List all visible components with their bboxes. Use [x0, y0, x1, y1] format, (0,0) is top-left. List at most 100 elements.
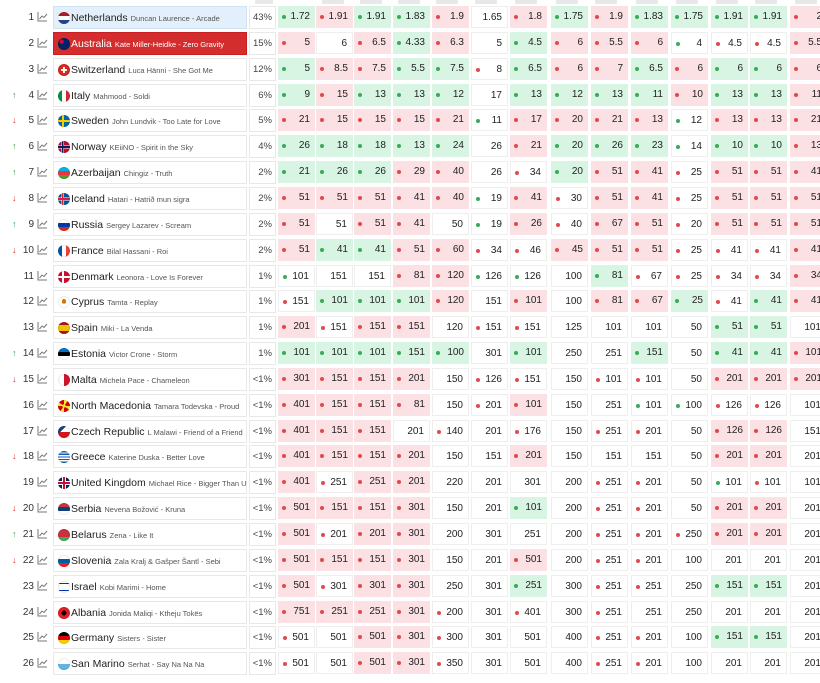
odds-cell[interactable]: 51: [631, 238, 668, 261]
odds-cell[interactable]: 301: [393, 523, 430, 545]
odds-cell[interactable]: 251: [316, 600, 353, 623]
odds-cell[interactable]: 12: [671, 109, 708, 132]
odds-cell[interactable]: 201: [471, 393, 508, 416]
table-row[interactable]: ↓ 10 France Bilal Hassani - Roi 2% 51 41 41 51 60…: [0, 238, 820, 262]
odds-cell[interactable]: 301: [393, 652, 430, 675]
odds-cell[interactable]: 100: [432, 342, 469, 365]
odds-cell[interactable]: 51: [354, 212, 391, 235]
odds-cell[interactable]: 251: [591, 574, 628, 597]
odds-cell[interactable]: 151: [354, 393, 391, 416]
odds-cell[interactable]: 7.5: [354, 57, 391, 80]
odds-cell[interactable]: 26: [278, 135, 315, 158]
country-cell[interactable]: Australia Kate Miller-Heidke - Zero Gravi…: [53, 31, 247, 55]
odds-cell[interactable]: 21: [510, 135, 547, 158]
odds-cell[interactable]: 13: [631, 109, 668, 132]
odds-cell[interactable]: 201: [631, 471, 668, 494]
table-row[interactable]: 13 Spain Miki - La Venda 1% 201 151 151 151 120 1…: [0, 316, 820, 340]
odds-cell[interactable]: 151: [471, 445, 508, 468]
odds-cell[interactable]: 6: [551, 57, 588, 80]
odds-cell[interactable]: 81: [591, 264, 628, 287]
odds-cell[interactable]: 8.5: [316, 57, 353, 80]
odds-cell[interactable]: 201: [790, 574, 820, 597]
odds-cell[interactable]: 151: [316, 497, 353, 520]
odds-cell[interactable]: 151: [316, 548, 353, 571]
odds-cell[interactable]: 251: [591, 342, 628, 365]
odds-cell[interactable]: 100: [551, 290, 588, 313]
odds-cell[interactable]: 501: [316, 626, 353, 649]
odds-cell[interactable]: 51: [591, 238, 628, 261]
odds-cell[interactable]: 151: [354, 367, 391, 390]
odds-cell[interactable]: 350: [432, 652, 469, 675]
odds-cell[interactable]: 150: [432, 497, 469, 520]
odds-cell[interactable]: 301: [510, 471, 547, 494]
odds-cell[interactable]: 251: [591, 600, 628, 623]
odds-cell[interactable]: 126: [711, 419, 748, 442]
odds-cell[interactable]: 101: [278, 342, 315, 365]
odds-cell[interactable]: 301: [471, 523, 508, 545]
odds-cell[interactable]: 15: [393, 109, 430, 132]
odds-cell[interactable]: 251: [354, 600, 391, 623]
odds-cell[interactable]: 50: [671, 367, 708, 390]
chart-icon[interactable]: [37, 37, 48, 48]
odds-cell[interactable]: 26: [354, 161, 391, 184]
country-cell[interactable]: Greece Katerine Duska - Better Love: [53, 445, 247, 469]
chart-icon[interactable]: [37, 399, 48, 410]
odds-cell[interactable]: 125: [551, 316, 588, 339]
odds-cell[interactable]: 26: [471, 161, 508, 184]
odds-cell[interactable]: 126: [471, 367, 508, 390]
odds-cell[interactable]: 34: [711, 264, 748, 287]
odds-cell[interactable]: 201: [631, 523, 668, 545]
table-row[interactable]: ↑ 21 Belarus Zena - Like It <1% 501 201 201 301 2…: [0, 523, 820, 546]
odds-cell[interactable]: 26: [316, 161, 353, 184]
odds-cell[interactable]: 201: [711, 548, 748, 571]
chart-icon[interactable]: [37, 321, 48, 332]
odds-cell[interactable]: 50: [671, 471, 708, 494]
odds-cell[interactable]: 46: [510, 238, 547, 261]
odds-cell[interactable]: 6.5: [354, 31, 391, 54]
odds-cell[interactable]: 201: [471, 419, 508, 442]
country-cell[interactable]: Iceland Hatari - Hatrið mun sigra: [53, 186, 247, 210]
odds-cell[interactable]: 501: [510, 652, 547, 675]
odds-cell[interactable]: 501: [354, 626, 391, 649]
odds-cell[interactable]: 6: [316, 31, 353, 54]
odds-cell[interactable]: 6: [711, 57, 748, 80]
odds-cell[interactable]: 201: [510, 445, 547, 468]
odds-cell[interactable]: 34: [471, 238, 508, 261]
odds-cell[interactable]: 151: [591, 445, 628, 468]
odds-cell[interactable]: 301: [316, 574, 353, 597]
table-row[interactable]: 16 North Macedonia Tamara Todevska - Proud…: [0, 393, 820, 417]
odds-cell[interactable]: 51: [790, 212, 820, 235]
odds-cell[interactable]: 201: [631, 497, 668, 520]
odds-cell[interactable]: 21: [278, 161, 315, 184]
odds-cell[interactable]: 15: [354, 109, 391, 132]
odds-cell[interactable]: 51: [278, 238, 315, 261]
chart-icon[interactable]: [37, 218, 48, 229]
odds-cell[interactable]: 6.5: [631, 57, 668, 80]
odds-cell[interactable]: 41: [790, 238, 820, 261]
odds-cell[interactable]: 9: [278, 83, 315, 106]
chart-icon[interactable]: [37, 63, 48, 74]
country-cell[interactable]: Azerbaijan Chingiz - Truth: [53, 161, 247, 185]
odds-cell[interactable]: 18: [316, 135, 353, 158]
odds-cell[interactable]: 101: [591, 316, 628, 339]
country-cell[interactable]: Slovenia Zala Kralj & Gašper Šantl - Sebi: [53, 548, 247, 572]
odds-cell[interactable]: 201: [393, 445, 430, 468]
odds-cell[interactable]: 5: [278, 31, 315, 54]
odds-cell[interactable]: 251: [591, 523, 628, 545]
chart-icon[interactable]: [37, 476, 48, 487]
odds-cell[interactable]: 301: [393, 574, 430, 597]
odds-cell[interactable]: 51: [316, 212, 353, 235]
chart-icon[interactable]: [37, 347, 48, 358]
odds-cell[interactable]: 200: [551, 497, 588, 520]
odds-cell[interactable]: 24: [432, 135, 469, 158]
odds-cell[interactable]: 50: [671, 445, 708, 468]
odds-cell[interactable]: 41: [750, 342, 787, 365]
country-cell[interactable]: Cyprus Tamta - Replay: [53, 290, 247, 314]
odds-cell[interactable]: 300: [551, 600, 588, 623]
odds-cell[interactable]: 301: [393, 626, 430, 649]
odds-cell[interactable]: 4.5: [510, 31, 547, 54]
odds-cell[interactable]: 41: [711, 342, 748, 365]
table-row[interactable]: 3 Switzerland Luca Hänni - She Got Me 12% 5 8…: [0, 57, 820, 81]
odds-cell[interactable]: 201: [711, 367, 748, 390]
odds-cell[interactable]: 401: [278, 393, 315, 416]
